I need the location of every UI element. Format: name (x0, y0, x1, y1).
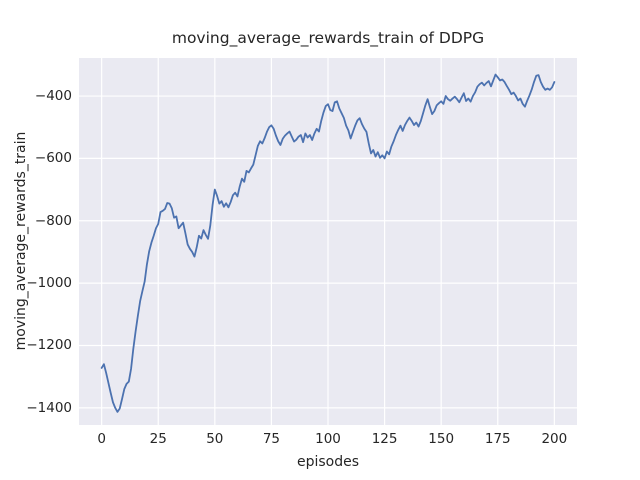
x-axis-label: episodes (296, 454, 360, 470)
y-tick-label: −1200 (26, 337, 72, 354)
x-tick-label: 100 (315, 431, 341, 447)
y-tick-label: −800 (34, 212, 72, 229)
chart-title: moving_average_rewards_train of DDPG (171, 29, 485, 47)
y-tick-label: −1400 (26, 399, 72, 416)
x-tick-label: 200 (541, 431, 568, 447)
x-tick-label: 25 (149, 431, 167, 447)
x-tick-label: 50 (206, 431, 224, 447)
x-tick-label: 150 (428, 431, 455, 447)
y-axis-label: moving_average_rewards_train (13, 131, 29, 351)
x-tick-label: 175 (484, 431, 511, 447)
series-line-moving_average_rewards_train (100, 73, 556, 413)
x-tick-label: 0 (97, 431, 106, 447)
x-tick-label: 125 (371, 431, 398, 447)
y-tick-label: −400 (34, 88, 72, 105)
y-tick-label: −600 (34, 150, 72, 167)
x-tick-label: 75 (262, 431, 280, 447)
y-tick-label: −1000 (26, 275, 72, 292)
